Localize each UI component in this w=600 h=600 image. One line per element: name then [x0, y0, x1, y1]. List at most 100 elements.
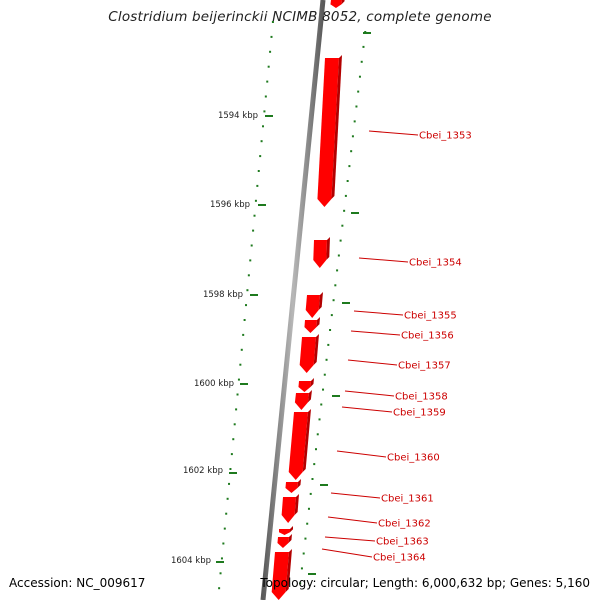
- gene-arrow-shade: [341, 0, 345, 5]
- scale-tick: [226, 497, 229, 500]
- scale-tick: [256, 184, 259, 187]
- scale-tick: [264, 95, 267, 98]
- gene-leader-line: [327, 516, 378, 524]
- scale-tick: [350, 150, 353, 153]
- scale-tick: [249, 259, 252, 262]
- gene-arrow: [304, 320, 317, 333]
- gene-arrow-shade: [326, 237, 330, 260]
- gene-arrow-shade: [313, 334, 319, 365]
- scale-tick: [351, 135, 354, 138]
- scale-tick: [336, 269, 339, 272]
- scale-label: 1600 kbp: [194, 379, 234, 389]
- scale-tick: [247, 274, 250, 277]
- scale-tick: [332, 299, 335, 302]
- scale-tick: [271, 21, 274, 23]
- scale-tick: [316, 433, 319, 436]
- gene-arrow: [317, 58, 339, 207]
- gene-leader-line: [324, 536, 376, 542]
- major-scale-tick: [332, 395, 340, 397]
- scale-tick: [222, 542, 225, 545]
- scale-tick: [318, 418, 321, 421]
- gene-label: Cbei_1358: [395, 392, 448, 403]
- scale-tick: [344, 194, 347, 197]
- gene-label: Cbei_1355: [404, 311, 457, 322]
- scale-tick: [230, 453, 233, 456]
- scale-tick: [325, 358, 328, 361]
- scale-tick: [267, 65, 270, 68]
- scale-tick: [223, 527, 226, 530]
- scale-tick: [257, 170, 260, 172]
- gene-arrow-shade: [302, 409, 311, 472]
- scale-tick: [314, 448, 317, 451]
- scale-label: 1604 kbp: [171, 556, 211, 566]
- scale-tick: [337, 254, 340, 257]
- scale-tick: [239, 363, 242, 366]
- gene-arrow-shade: [285, 549, 292, 592]
- gene-label: Cbei_1364: [373, 553, 426, 564]
- major-scale-tick: [250, 294, 258, 296]
- scale-tick: [263, 110, 266, 113]
- scale-tick: [307, 507, 310, 510]
- gene-arrow: [288, 412, 308, 480]
- scale-tick: [341, 224, 344, 227]
- scale-label: 1598 kbp: [203, 290, 243, 300]
- gene-label: Cbei_1361: [381, 494, 434, 505]
- major-scale-tick: [308, 573, 316, 575]
- gene-arrow: [281, 497, 296, 523]
- scale-tick: [220, 557, 223, 560]
- gene-arrow: [298, 381, 311, 392]
- scale-tick: [360, 60, 363, 63]
- scale-tick: [250, 244, 253, 247]
- scale-ticks-inner: [216, 21, 274, 590]
- major-scale-tick: [320, 484, 328, 486]
- scale-tick: [339, 239, 342, 242]
- scale-tick: [322, 388, 325, 391]
- scale-tick: [245, 304, 248, 307]
- scale-ticks-outer: [299, 31, 371, 585]
- scale-tick: [228, 482, 231, 485]
- scale-tick: [306, 522, 309, 525]
- scale-label: 1594 kbp: [218, 111, 258, 121]
- scale-tick: [353, 120, 356, 123]
- scale-tick: [358, 75, 361, 78]
- gene-label: Cbei_1353: [419, 131, 472, 142]
- major-scale-tick: [351, 212, 359, 214]
- gene-arrow-shade: [331, 55, 342, 199]
- scale-tick: [327, 343, 330, 346]
- gene-leader-line: [353, 310, 404, 316]
- genome-title: Clostridium beijerinckii NCIMB 8052, com…: [108, 9, 492, 25]
- scale-tick: [348, 165, 351, 168]
- gene-label: Cbei_1362: [378, 519, 431, 530]
- gene-leader-line: [368, 130, 419, 136]
- scale-label: 1596 kbp: [210, 200, 250, 210]
- scale-tick: [362, 45, 365, 48]
- major-scale-tick: [363, 32, 371, 34]
- gene-arrow-shade: [307, 390, 312, 403]
- gene-leader-line: [350, 330, 401, 336]
- gene-leader-line: [358, 257, 409, 263]
- genome-backbone: [260, 0, 326, 600]
- gene-leader-line: [336, 450, 387, 458]
- gene-track: [271, 0, 345, 600]
- gene-arrow: [279, 529, 290, 535]
- gene-labels: Cbei_1353 Cbei_1354 Cbei_1355 Cbei_1356 Cbei…: [321, 130, 472, 564]
- major-scale-tick: [258, 204, 266, 206]
- scale-tick: [225, 512, 228, 515]
- gene-label: Cbei_1356: [401, 331, 454, 342]
- scale-tick: [242, 333, 245, 336]
- scale-tick: [229, 468, 232, 470]
- gene-arrow-shade: [297, 479, 301, 489]
- scale-tick: [311, 478, 314, 480]
- gene-arrow: [294, 393, 309, 410]
- scale-tick: [357, 90, 360, 93]
- scale-tick: [299, 582, 302, 585]
- genome-stats: Topology: circular; Length: 6,000,632 bp…: [260, 576, 590, 590]
- gene-arrow: [313, 240, 327, 268]
- gene-leader-line: [347, 359, 398, 366]
- scale-tick: [302, 552, 305, 555]
- scale-tick: [266, 80, 269, 83]
- gene-label: Cbei_1354: [409, 258, 462, 269]
- scale-tick: [320, 403, 323, 406]
- major-scale-tick: [342, 302, 350, 304]
- gene-label: Cbei_1359: [393, 408, 446, 419]
